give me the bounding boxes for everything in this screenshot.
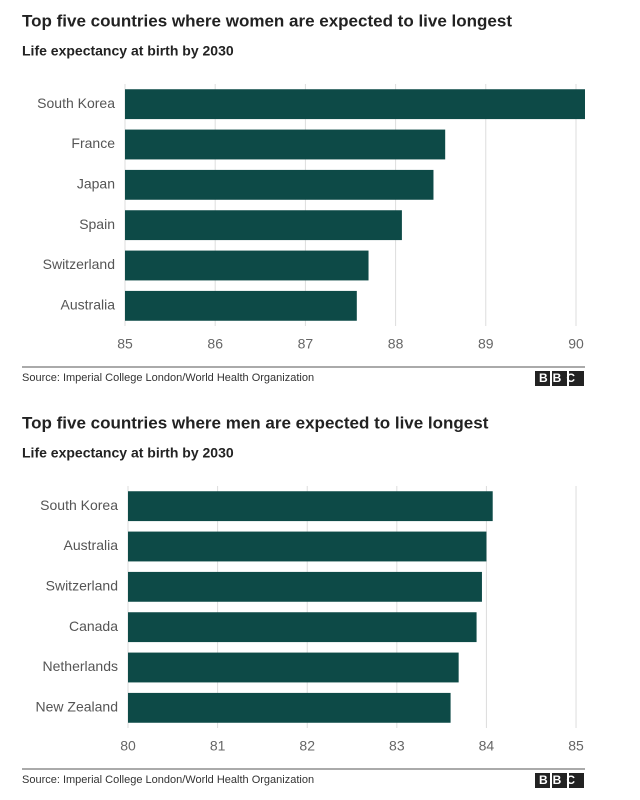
x-tick-label: 90 bbox=[568, 336, 584, 352]
x-tick-label: 84 bbox=[479, 738, 495, 754]
bar bbox=[128, 652, 459, 683]
logo-box bbox=[552, 371, 567, 386]
logo-box bbox=[535, 371, 550, 386]
x-tick-label: 86 bbox=[207, 336, 223, 352]
source: Source: Imperial College London/World He… bbox=[22, 774, 314, 786]
source: Source: Imperial College London/World He… bbox=[22, 372, 314, 384]
bar bbox=[128, 571, 482, 602]
chart-title: Top five countries where women are expec… bbox=[22, 11, 512, 30]
category-label: Canada bbox=[69, 618, 118, 634]
category-label: France bbox=[71, 135, 115, 151]
chart-title: Top five countries where men are expecte… bbox=[22, 413, 489, 432]
logo: BBC bbox=[539, 773, 580, 787]
x-tick-label: 85 bbox=[117, 336, 133, 352]
logo: BBC bbox=[539, 371, 580, 385]
category-label: Australia bbox=[64, 537, 119, 553]
x-tick-label: 88 bbox=[388, 336, 404, 352]
logo-box bbox=[552, 773, 567, 788]
logo-box bbox=[569, 773, 584, 788]
bar bbox=[125, 210, 402, 241]
x-tick-label: 87 bbox=[298, 336, 314, 352]
chart-subtitle: Life expectancy at birth by 2030 bbox=[22, 43, 234, 59]
bar bbox=[125, 129, 446, 160]
bar bbox=[125, 250, 369, 281]
logo-box bbox=[569, 371, 584, 386]
logo-box bbox=[535, 773, 550, 788]
x-tick-label: 81 bbox=[210, 738, 226, 754]
bar bbox=[125, 290, 357, 321]
category-label: Netherlands bbox=[43, 658, 119, 674]
category-label: South Korea bbox=[40, 497, 118, 513]
category-label: Switzerland bbox=[46, 578, 118, 594]
chart-subtitle: Life expectancy at birth by 2030 bbox=[22, 445, 234, 461]
category-label: Spain bbox=[79, 216, 115, 232]
bar bbox=[125, 89, 585, 120]
bar bbox=[128, 612, 477, 643]
x-tick-label: 83 bbox=[389, 738, 405, 754]
x-tick-label: 82 bbox=[299, 738, 315, 754]
category-label: South Korea bbox=[37, 95, 115, 111]
category-label: Switzerland bbox=[43, 256, 115, 272]
category-label: Japan bbox=[77, 176, 115, 192]
category-label: New Zealand bbox=[36, 699, 119, 715]
bar bbox=[128, 491, 493, 522]
x-tick-label: 85 bbox=[568, 738, 584, 754]
x-tick-label: 89 bbox=[478, 336, 494, 352]
bar bbox=[128, 692, 451, 723]
x-tick-label: 80 bbox=[120, 738, 136, 754]
category-label: Australia bbox=[61, 297, 116, 313]
bar bbox=[128, 531, 487, 562]
bar bbox=[125, 169, 434, 200]
